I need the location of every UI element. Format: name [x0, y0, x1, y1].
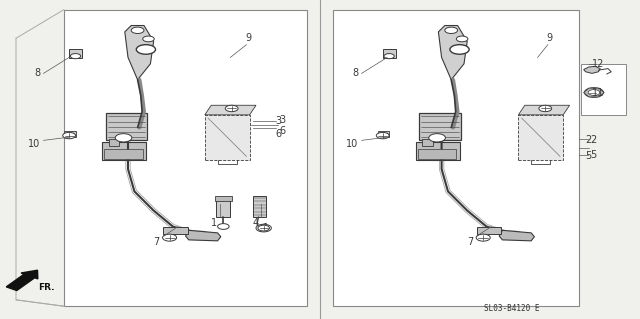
Bar: [422, 139, 433, 146]
Text: 12: 12: [592, 59, 605, 69]
Polygon shape: [584, 88, 604, 97]
Bar: [106, 113, 147, 140]
Polygon shape: [499, 230, 534, 241]
Polygon shape: [186, 230, 221, 241]
Bar: [104, 149, 143, 159]
Circle shape: [136, 45, 156, 54]
Text: 5: 5: [590, 150, 596, 160]
Circle shape: [476, 234, 490, 241]
Circle shape: [421, 151, 436, 158]
Bar: [418, 149, 456, 159]
Circle shape: [70, 54, 81, 59]
Text: 7: 7: [467, 237, 474, 248]
Text: 8: 8: [352, 68, 358, 78]
Bar: [64, 131, 76, 137]
Circle shape: [376, 132, 389, 139]
Circle shape: [122, 151, 134, 158]
Text: 9: 9: [546, 33, 552, 43]
Polygon shape: [125, 26, 154, 80]
Bar: [416, 142, 460, 160]
Bar: [163, 227, 188, 234]
Polygon shape: [205, 105, 256, 115]
Text: 3: 3: [275, 116, 282, 126]
Circle shape: [218, 224, 229, 229]
Bar: [215, 196, 232, 201]
Text: 6: 6: [280, 126, 286, 136]
Bar: [518, 115, 563, 160]
Circle shape: [258, 225, 269, 231]
Circle shape: [450, 45, 469, 54]
Text: 6: 6: [275, 129, 282, 139]
Text: 4: 4: [253, 218, 259, 228]
Circle shape: [429, 134, 445, 142]
Circle shape: [115, 134, 132, 142]
Circle shape: [584, 88, 604, 97]
Text: 8: 8: [34, 68, 40, 78]
Bar: [205, 115, 250, 160]
Circle shape: [456, 36, 468, 42]
Bar: [383, 49, 396, 58]
Bar: [333, 10, 579, 306]
Text: 9: 9: [245, 33, 252, 43]
Text: FR.: FR.: [38, 283, 55, 292]
Bar: [477, 227, 501, 234]
Bar: [216, 199, 230, 217]
Circle shape: [539, 105, 552, 112]
Bar: [581, 64, 626, 115]
Text: 3: 3: [280, 115, 286, 125]
Bar: [102, 142, 146, 160]
FancyArrow shape: [6, 270, 38, 291]
Polygon shape: [518, 105, 570, 115]
Circle shape: [445, 27, 458, 33]
Circle shape: [588, 90, 600, 95]
Circle shape: [108, 151, 123, 158]
Bar: [419, 113, 461, 140]
Circle shape: [435, 151, 448, 158]
Text: SL03-B4120 E: SL03-B4120 E: [484, 304, 540, 313]
Bar: [109, 139, 119, 146]
Circle shape: [131, 27, 144, 33]
Circle shape: [256, 224, 271, 232]
Text: 10: 10: [346, 138, 358, 149]
Bar: [69, 49, 82, 58]
Polygon shape: [584, 66, 600, 73]
Bar: [253, 196, 266, 217]
Circle shape: [225, 105, 238, 112]
Text: 1: 1: [211, 218, 218, 228]
Circle shape: [143, 36, 154, 42]
Bar: [64, 10, 307, 306]
Text: 2: 2: [590, 135, 596, 145]
Circle shape: [63, 132, 76, 139]
Bar: [378, 131, 389, 137]
Text: 11: 11: [592, 87, 605, 98]
Text: 7: 7: [154, 237, 160, 248]
Text: 2: 2: [586, 135, 592, 145]
Text: 5: 5: [586, 151, 592, 161]
Text: 10: 10: [28, 138, 40, 149]
Circle shape: [384, 54, 394, 59]
Circle shape: [163, 234, 177, 241]
Polygon shape: [438, 26, 467, 80]
